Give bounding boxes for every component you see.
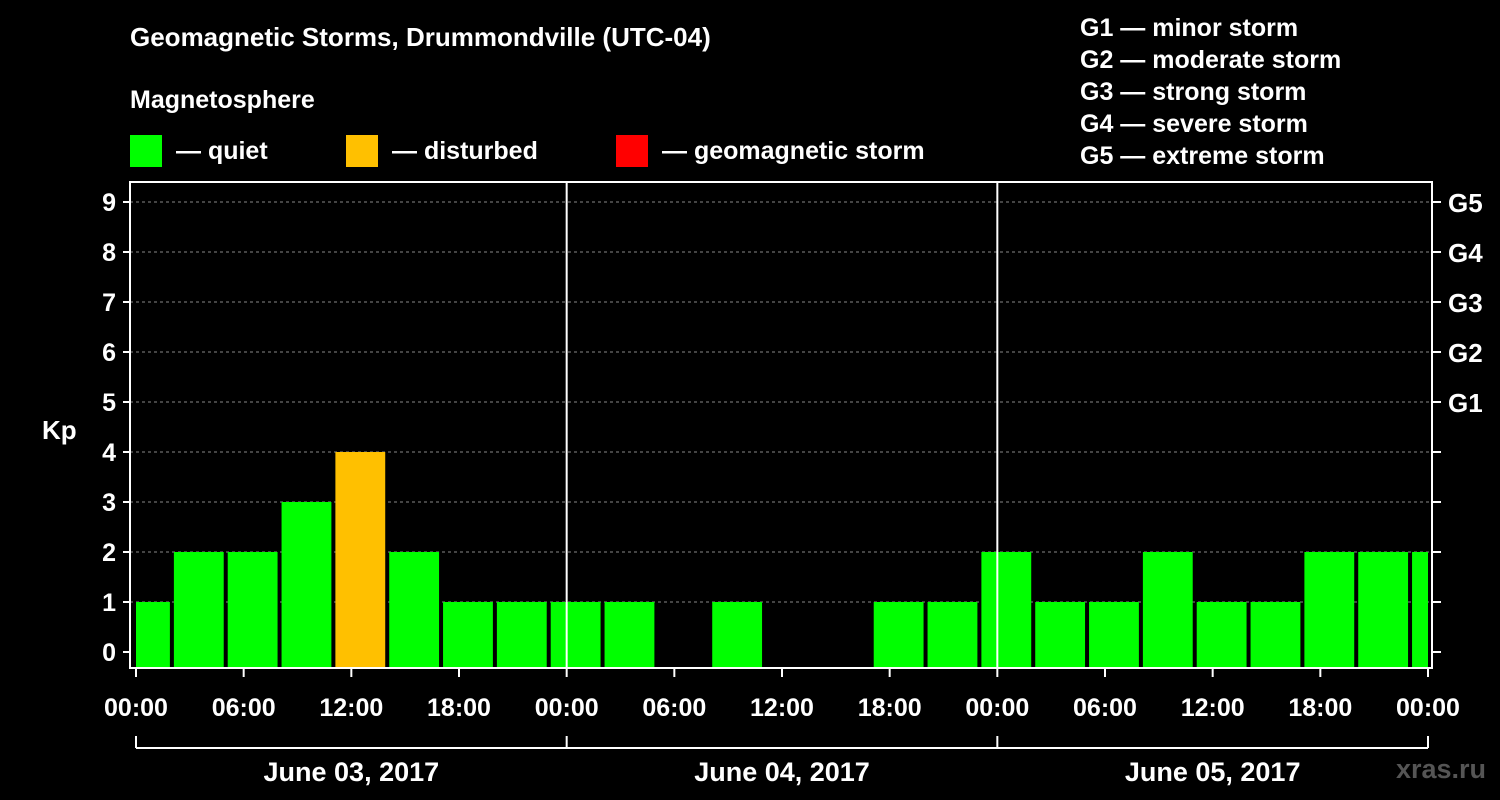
x-tick-label: 18:00 bbox=[858, 694, 922, 722]
legend-subtitle: Magnetosphere bbox=[130, 86, 315, 114]
y-axis-label: Kp bbox=[42, 415, 77, 445]
x-tick-label: 00:00 bbox=[1396, 694, 1460, 722]
x-tick-label: 00:00 bbox=[965, 694, 1029, 722]
kp-bar bbox=[981, 552, 1032, 668]
kp-bar bbox=[136, 602, 170, 668]
y-tick-label: 1 bbox=[102, 589, 116, 617]
x-tick-label: 00:00 bbox=[104, 694, 168, 722]
kp-bar bbox=[1250, 602, 1301, 668]
x-tick-label: 00:00 bbox=[535, 694, 599, 722]
kp-bar bbox=[173, 552, 224, 668]
legend-swatch-storm bbox=[616, 135, 648, 167]
kp-bar bbox=[712, 602, 763, 668]
y-tick-label: 4 bbox=[102, 439, 116, 467]
x-tick-label: 06:00 bbox=[642, 694, 706, 722]
kp-bar bbox=[1142, 552, 1193, 668]
y-tick-label: 0 bbox=[102, 639, 116, 667]
kp-bar bbox=[496, 602, 547, 668]
storm-level-label: G5 bbox=[1448, 188, 1483, 218]
kp-bar bbox=[1412, 552, 1428, 668]
kp-bar bbox=[873, 602, 924, 668]
y-tick-label: 9 bbox=[102, 189, 116, 217]
kp-bar bbox=[550, 602, 601, 668]
storm-scale-g4: G4 — severe storm bbox=[1080, 110, 1308, 138]
kp-bar bbox=[1089, 602, 1139, 668]
legend-item-storm: — geomagnetic storm bbox=[616, 134, 925, 168]
legend-swatch-disturbed bbox=[346, 135, 378, 167]
storm-level-label: G3 bbox=[1448, 288, 1483, 318]
day-label: June 03, 2017 bbox=[264, 757, 440, 787]
x-tick-label: 12:00 bbox=[750, 694, 814, 722]
storm-level-label: G2 bbox=[1448, 338, 1483, 368]
storm-level-label: G4 bbox=[1448, 238, 1483, 268]
watermark: xras.ru bbox=[1395, 754, 1486, 784]
storm-scale-g2: G2 — moderate storm bbox=[1080, 46, 1342, 74]
legend-label-quiet: — quiet bbox=[176, 136, 268, 165]
kp-bar bbox=[927, 602, 978, 668]
y-tick-label: 2 bbox=[102, 539, 116, 567]
day-label: June 04, 2017 bbox=[694, 757, 870, 787]
storm-level-label: G1 bbox=[1448, 388, 1483, 418]
kp-bar bbox=[1358, 552, 1409, 668]
x-tick-label: 12:00 bbox=[319, 694, 383, 722]
x-tick-label: 12:00 bbox=[1181, 694, 1245, 722]
kp-bar bbox=[1196, 602, 1247, 668]
x-tick-label: 06:00 bbox=[1073, 694, 1137, 722]
kp-bar bbox=[1035, 602, 1086, 668]
kp-bar bbox=[335, 452, 386, 668]
y-tick-label: 5 bbox=[102, 389, 116, 417]
y-tick-label: 8 bbox=[102, 239, 116, 267]
kp-bar bbox=[443, 602, 493, 668]
day-label: June 05, 2017 bbox=[1125, 757, 1301, 787]
kp-bar bbox=[604, 602, 655, 668]
chart-title: Geomagnetic Storms, Drummondville (UTC-0… bbox=[130, 22, 711, 52]
y-tick-label: 7 bbox=[102, 289, 116, 317]
kp-bar bbox=[281, 502, 332, 668]
kp-bar bbox=[389, 552, 440, 668]
x-tick-label: 18:00 bbox=[1288, 694, 1352, 722]
y-tick-label: 3 bbox=[102, 489, 116, 517]
legend-label-storm: — geomagnetic storm bbox=[662, 136, 925, 165]
legend-item-quiet: — quiet bbox=[130, 134, 268, 168]
storm-scale-g3: G3 — strong storm bbox=[1080, 78, 1307, 106]
storm-scale-g5: G5 — extreme storm bbox=[1080, 142, 1325, 170]
y-tick-label: 6 bbox=[102, 339, 116, 367]
x-tick-label: 06:00 bbox=[212, 694, 276, 722]
kp-bar bbox=[1304, 552, 1355, 668]
legend-label-disturbed: — disturbed bbox=[392, 136, 538, 165]
storm-scale-g1: G1 — minor storm bbox=[1080, 14, 1299, 42]
legend-item-disturbed: — disturbed bbox=[346, 134, 538, 168]
x-tick-label: 18:00 bbox=[427, 694, 491, 722]
legend-swatch-quiet bbox=[130, 135, 162, 167]
kp-bar bbox=[227, 552, 278, 668]
